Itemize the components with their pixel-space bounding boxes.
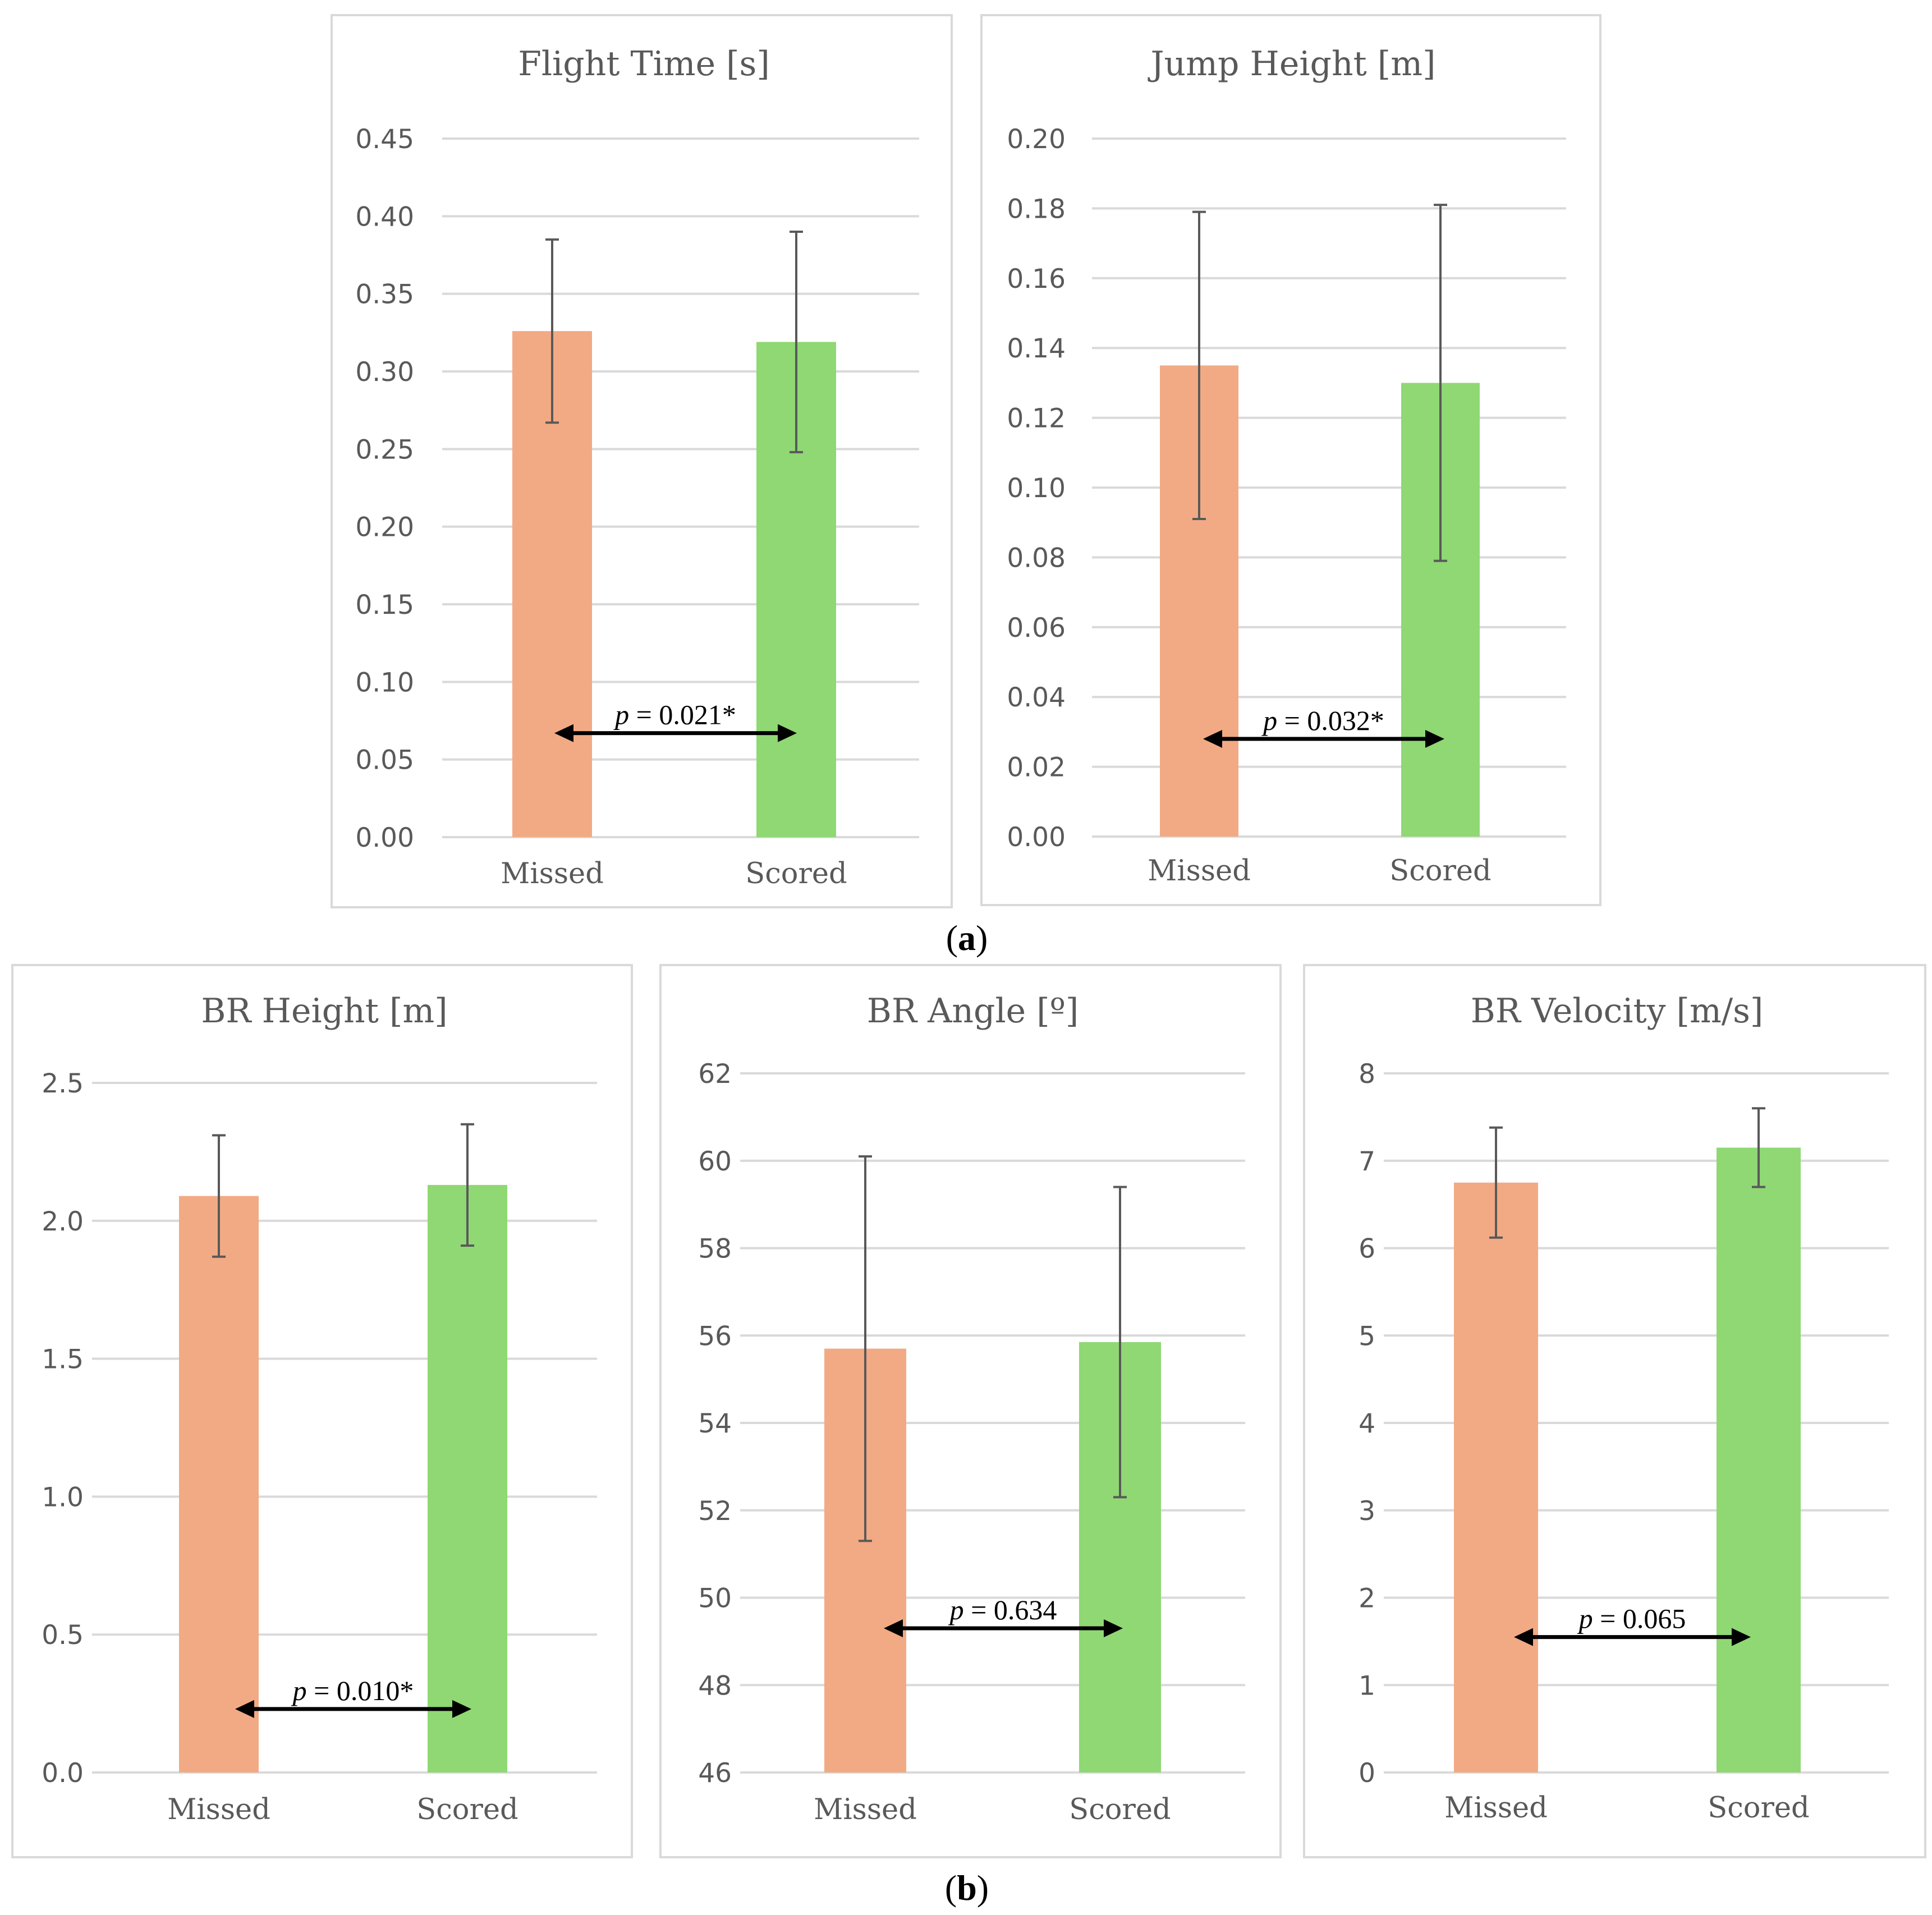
chart-svg-br-velocity: BR Velocity [m/s] 0 1 2 3 4 5 6 7 8 Missed Scored p … [1359,991,1889,1825]
y-tick-label: 0.12 [1007,403,1066,434]
category-label-missed: Missed [1148,855,1251,888]
error-bar-scored [1434,204,1447,562]
y-tick-label: 0.00 [1007,822,1066,853]
y-tick-label: 1.0 [42,1482,84,1513]
y-tick-label: 2.0 [42,1206,84,1237]
significance-arrow [554,724,797,742]
p-value-label: p = 0.032* [1261,705,1384,736]
y-tick-label: 5 [1359,1321,1375,1352]
y-tick-label: 0.35 [355,279,414,310]
y-tick-label: 58 [698,1234,732,1265]
error-bar-missed [859,1155,872,1542]
y-tick-label: 48 [698,1670,732,1701]
bar-scored [1717,1147,1801,1772]
chart-title: Jump Height [m] [1147,44,1435,84]
chart-svg-jump-height: Jump Height [m] 0.00 0.02 0.04 0.06 0.08 0.10 0… [1007,44,1566,888]
y-tick-label: 0.14 [1007,333,1066,364]
chart-br-velocity: BR Velocity [m/s] 0 1 2 3 4 5 6 7 8 Missed Scored p … [1303,964,1926,1858]
y-tick-label: 6 [1359,1234,1375,1265]
y-tick-label: 0.00 [355,823,414,853]
y-tick-label: 56 [698,1321,732,1352]
p-value-label: p = 0.010* [291,1675,414,1706]
y-tick-label: 2.5 [42,1068,84,1099]
y-tick-label: 0.5 [42,1620,84,1651]
y-tick-label: 0.05 [355,745,414,776]
y-tick-label: 3 [1359,1496,1375,1527]
category-label-scored: Scored [1069,1793,1171,1826]
p-value-label: p = 0.634 [948,1594,1057,1625]
chart-jump-height: Jump Height [m] 0.00 0.02 0.04 0.06 0.08 0.10 0… [980,14,1601,906]
category-label-missed: Missed [1444,1792,1548,1825]
error-bar-missed [1489,1126,1503,1239]
error-bar-scored [1752,1107,1765,1188]
y-tick-label: 0 [1359,1758,1375,1789]
y-tick-label: 46 [698,1758,732,1789]
y-tick-label: 0.30 [355,357,414,388]
y-tick-label: 8 [1359,1059,1375,1090]
error-bar-missed [545,238,559,424]
category-label-missed: Missed [814,1793,917,1826]
error-bar-scored [461,1123,474,1247]
bar-missed [179,1196,259,1772]
y-tick-label: 0.20 [355,512,414,543]
chart-flight-time: Flight Time [s] 0.00 0.05 0.10 0.15 0.20 0.25 0… [331,14,953,908]
y-tick-label: 0.08 [1007,543,1066,573]
bar-scored [428,1184,507,1772]
category-label-scored: Scored [745,857,847,890]
y-tick-label: 0.40 [355,201,414,232]
y-tick-label: 4 [1359,1408,1375,1439]
chart-title: BR Velocity [m/s] [1471,991,1764,1031]
chart-title: BR Angle [º] [867,991,1079,1031]
y-tick-label: 0.18 [1007,194,1066,224]
y-tick-label: 60 [698,1146,732,1177]
y-tick-label: 0.0 [42,1758,84,1789]
chart-svg-br-height: BR Height [m] 0.0 0.5 1.0 1.5 2.0 2.5 Missed Sco… [42,991,597,1826]
bar-missed [1454,1182,1538,1772]
y-tick-label: 1.5 [42,1344,84,1375]
category-label-scored: Scored [1389,855,1491,888]
chart-svg-flight-time: Flight Time [s] 0.00 0.05 0.10 0.15 0.20 0.25 0… [355,44,919,890]
category-label-missed: Missed [167,1793,270,1826]
category-label-missed: Missed [501,857,604,890]
y-tick-label: 62 [698,1059,732,1090]
error-bar-scored [790,231,803,453]
error-bar-missed [1192,210,1206,520]
y-tick-label: 50 [698,1583,732,1614]
chart-title: BR Height [m] [201,991,447,1031]
chart-svg-br-angle: BR Angle [º] 46 48 50 52 54 56 58 60 62 Missed Scor… [698,991,1245,1826]
y-tick-label: 0.25 [355,434,414,465]
y-tick-label: 7 [1359,1146,1375,1177]
y-tick-label: 52 [698,1496,732,1527]
category-label-scored: Scored [416,1793,518,1826]
subfigure-label-b: (b) [944,1868,989,1908]
chart-title: Flight Time [s] [518,44,770,84]
y-tick-label: 0.10 [1007,473,1066,504]
subfigure-label-a: (a) [946,918,988,958]
y-tick-label: 2 [1359,1583,1375,1614]
y-tick-label: 1 [1359,1670,1375,1701]
p-value-label: p = 0.021* [613,699,736,731]
y-tick-label: 54 [698,1408,732,1439]
y-tick-label: 0.16 [1007,264,1066,295]
chart-br-height: BR Height [m] 0.0 0.5 1.0 1.5 2.0 2.5 Missed Sco… [11,964,633,1858]
significance-arrow [1203,729,1444,748]
error-bar-missed [212,1134,226,1258]
y-tick-label: 0.02 [1007,752,1066,783]
significance-arrow [1514,1628,1751,1646]
y-tick-label: 0.10 [355,667,414,698]
category-label-scored: Scored [1708,1792,1809,1825]
error-bar-scored [1113,1186,1127,1499]
y-tick-label: 0.45 [355,124,414,155]
y-tick-label: 0.20 [1007,124,1066,155]
y-tick-label: 0.15 [355,590,414,621]
significance-arrow [235,1700,471,1718]
y-tick-label: 0.06 [1007,613,1066,644]
p-value-label: p = 0.065 [1577,1603,1686,1634]
significance-arrow [884,1619,1123,1638]
y-tick-label: 0.04 [1007,682,1066,713]
chart-br-angle: BR Angle [º] 46 48 50 52 54 56 58 60 62 Missed Scor… [659,964,1282,1858]
